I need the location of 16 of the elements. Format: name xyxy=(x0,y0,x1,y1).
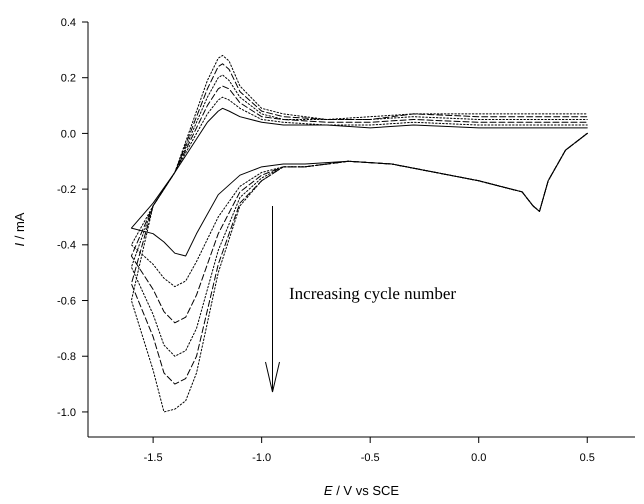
y-tick-label: -0.2 xyxy=(57,184,76,196)
x-tick-label: 0.5 xyxy=(580,452,595,464)
y-tick-label: 0.0 xyxy=(60,128,76,140)
x-tick-label: -1.0 xyxy=(252,452,272,464)
annotation: Increasing cycle number xyxy=(289,284,456,303)
y-tick-label: 0.2 xyxy=(60,72,76,85)
y-tick-label: -0.4 xyxy=(57,240,76,252)
x-tick-label: 0.0 xyxy=(471,452,486,464)
y-tick-label: -0.8 xyxy=(57,351,76,364)
y-axis-title: I / mA xyxy=(12,212,27,246)
x-tick-label: -0.5 xyxy=(360,452,380,464)
y-tick-label: 0.4 xyxy=(60,16,76,29)
y-tick-label: -0.6 xyxy=(57,295,76,308)
x-axis-title: E / V vs SCE xyxy=(324,483,400,498)
y-tick-label: -1.0 xyxy=(57,406,76,419)
x-tick-label: -1.5 xyxy=(144,452,163,464)
